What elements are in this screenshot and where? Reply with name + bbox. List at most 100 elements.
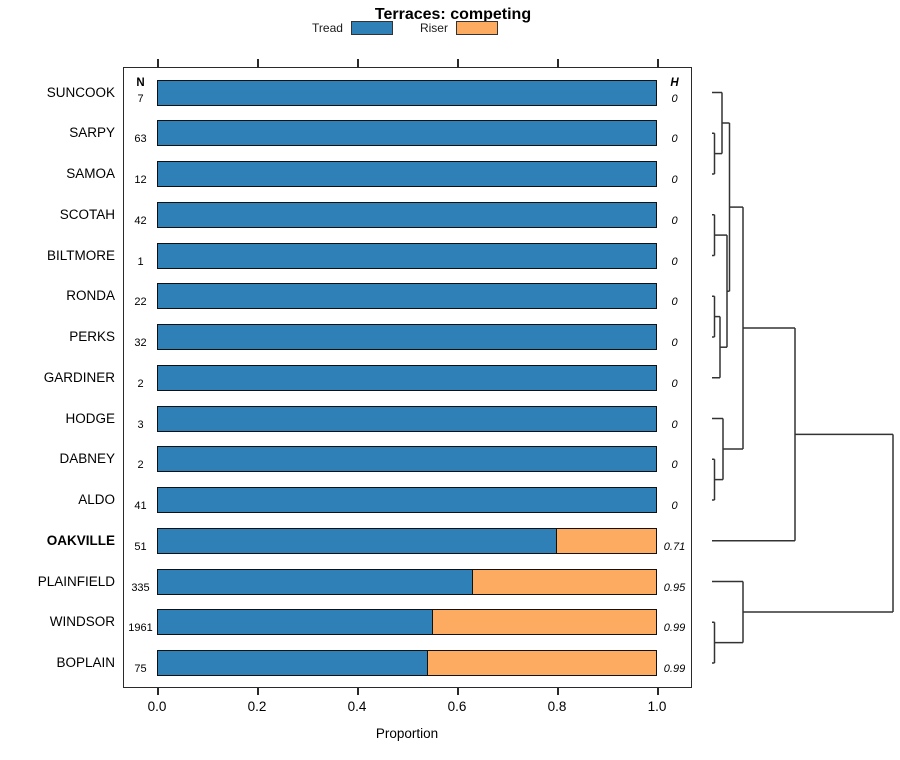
h-value: 0.71: [663, 540, 686, 553]
stacked-bar: [157, 242, 657, 269]
row-label-perks: PERKS: [69, 329, 115, 344]
h-value: 0: [671, 296, 678, 309]
stacked-bar: [157, 568, 657, 595]
h-value: 0.99: [663, 622, 686, 635]
tread-segment: [158, 365, 656, 390]
row-label-scotah: SCOTAH: [59, 206, 115, 222]
h-column-header: H: [670, 77, 679, 89]
row-label-gardiner: GARDINER: [43, 369, 115, 385]
riser-segment: [556, 528, 656, 553]
n-value: 1: [137, 255, 144, 268]
row-label-biltmore: BILTMORE: [46, 247, 115, 263]
row-label-hodge: HODGE: [65, 410, 115, 426]
n-value: 7: [137, 92, 144, 105]
row-label-suncook: SUNCOOK: [46, 84, 115, 100]
stacked-bar: [157, 283, 657, 310]
stacked-bar: [157, 527, 657, 554]
h-value: 0: [671, 377, 678, 390]
h-value: 0: [671, 92, 678, 105]
legend-item-tread: Tread: [312, 21, 393, 35]
h-value: 0: [671, 418, 678, 431]
n-value: 2: [137, 459, 144, 472]
tread-segment: [158, 284, 656, 309]
stacked-bar: [157, 364, 657, 391]
n-value: 22: [134, 296, 147, 309]
tick-bottom: [157, 688, 159, 695]
h-value: 0.95: [663, 581, 686, 594]
plot-area-border: [123, 67, 692, 688]
row-label-aldo: ALDO: [78, 492, 115, 507]
riser-segment: [431, 610, 656, 635]
tick-top: [357, 59, 359, 67]
row-label-sarpy: SARPY: [69, 125, 115, 141]
stacked-bar: [157, 609, 657, 636]
stacked-bar: [157, 324, 657, 350]
chart-title: Terraces: competing: [374, 6, 532, 23]
tick-top: [257, 59, 259, 67]
row-label-ronda: RONDA: [66, 288, 115, 304]
n-value: 3: [137, 418, 144, 431]
x-tick-label: 0.4: [347, 699, 367, 714]
x-tick-label: 0.6: [447, 699, 467, 714]
tick-bottom: [357, 688, 359, 695]
tread-segment: [158, 243, 656, 268]
tick-bottom: [557, 688, 559, 695]
n-value: 32: [134, 337, 147, 349]
tread-segment: [158, 202, 656, 227]
tread-segment: [158, 651, 427, 675]
h-value: 0: [671, 500, 678, 512]
h-value: 0: [671, 174, 678, 186]
tread-segment: [158, 80, 656, 105]
stacked-bar: [157, 201, 657, 228]
tick-bottom: [657, 688, 659, 695]
n-column-header: N: [136, 77, 145, 89]
riser-segment: [471, 569, 656, 594]
n-value: 12: [134, 174, 147, 186]
h-value: 0.99: [663, 663, 686, 675]
row-label-boplain: BOPLAIN: [56, 655, 115, 670]
tick-bottom: [457, 688, 459, 695]
tread-segment: [158, 488, 656, 512]
n-value: 2: [137, 377, 144, 390]
h-value: 0: [671, 255, 678, 268]
tick-top: [457, 59, 459, 67]
h-value: 0: [671, 214, 678, 227]
row-label-plainfield: PLAINFIELD: [37, 573, 115, 589]
legend: Tread Riser: [0, 21, 810, 35]
tread-segment: [158, 325, 656, 349]
tread-segment: [158, 569, 472, 594]
n-value: 41: [134, 500, 147, 512]
h-value: 0: [671, 133, 678, 146]
tick-top: [657, 59, 659, 67]
legend-item-riser: Riser: [420, 21, 498, 35]
h-value: 0: [671, 459, 678, 472]
stacked-bar: [157, 120, 657, 147]
x-tick-label: 1.0: [647, 699, 667, 714]
row-label-samoa: SAMOA: [66, 166, 115, 181]
legend-riser-swatch: [455, 21, 498, 35]
stacked-bar: [157, 161, 657, 187]
tread-segment: [158, 121, 656, 146]
stacked-bar: [157, 650, 657, 676]
x-tick-label: 0.2: [247, 699, 267, 714]
riser-segment: [426, 651, 656, 675]
row-label-oakville: OAKVILLE: [46, 532, 115, 548]
n-value: 75: [134, 663, 147, 675]
tread-segment: [158, 406, 656, 431]
stacked-bar: [157, 405, 657, 432]
tick-top: [557, 59, 559, 67]
legend-tread-label: Tread: [312, 21, 343, 35]
x-axis-title: Proportion: [375, 726, 439, 741]
stacked-bar: [157, 487, 657, 513]
tread-segment: [158, 447, 656, 472]
n-value: 63: [134, 133, 147, 146]
n-value: 42: [134, 214, 147, 227]
x-tick-label: 0.0: [147, 699, 167, 714]
n-value: 1961: [128, 622, 153, 635]
h-value: 0: [671, 337, 678, 349]
stacked-bar: [157, 79, 657, 106]
stacked-bar: [157, 446, 657, 473]
n-value: 51: [134, 540, 147, 553]
tread-segment: [158, 528, 557, 553]
